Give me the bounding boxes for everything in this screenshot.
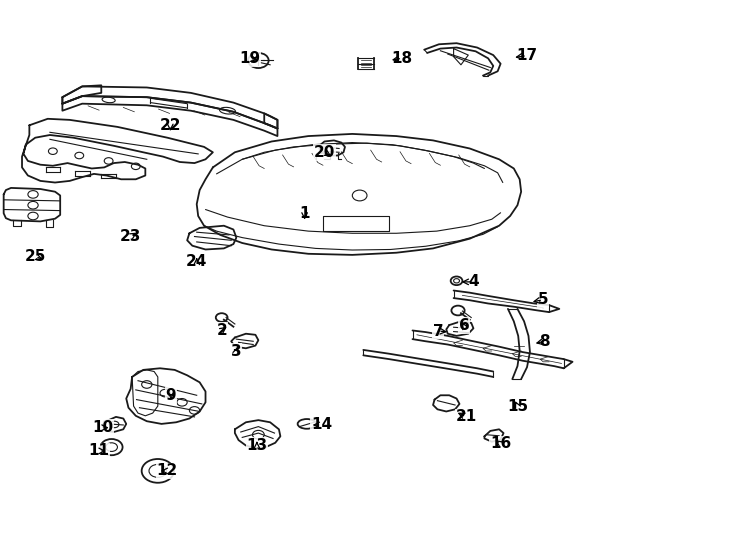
Text: 11: 11 bbox=[89, 443, 109, 458]
Text: 20: 20 bbox=[313, 145, 335, 160]
Text: 2: 2 bbox=[217, 323, 227, 338]
Text: 17: 17 bbox=[517, 48, 537, 63]
Text: 23: 23 bbox=[120, 229, 142, 244]
Text: 6: 6 bbox=[459, 318, 469, 333]
Text: 25: 25 bbox=[24, 249, 46, 264]
Text: 7: 7 bbox=[433, 323, 443, 339]
Text: 16: 16 bbox=[490, 436, 511, 451]
Text: 5: 5 bbox=[538, 292, 548, 307]
Text: 15: 15 bbox=[507, 399, 528, 414]
Text: 4: 4 bbox=[468, 274, 479, 289]
Text: 13: 13 bbox=[247, 438, 267, 453]
Text: 12: 12 bbox=[157, 463, 178, 478]
Text: 22: 22 bbox=[159, 118, 181, 133]
Text: 18: 18 bbox=[392, 51, 413, 66]
Text: 24: 24 bbox=[186, 254, 208, 269]
Text: 21: 21 bbox=[456, 409, 476, 424]
Text: 19: 19 bbox=[239, 51, 260, 66]
Text: 1: 1 bbox=[299, 206, 310, 221]
Text: 10: 10 bbox=[92, 420, 113, 435]
Text: 3: 3 bbox=[231, 343, 241, 359]
Text: 8: 8 bbox=[539, 334, 550, 349]
Text: 9: 9 bbox=[166, 388, 176, 403]
Text: 14: 14 bbox=[311, 417, 332, 433]
